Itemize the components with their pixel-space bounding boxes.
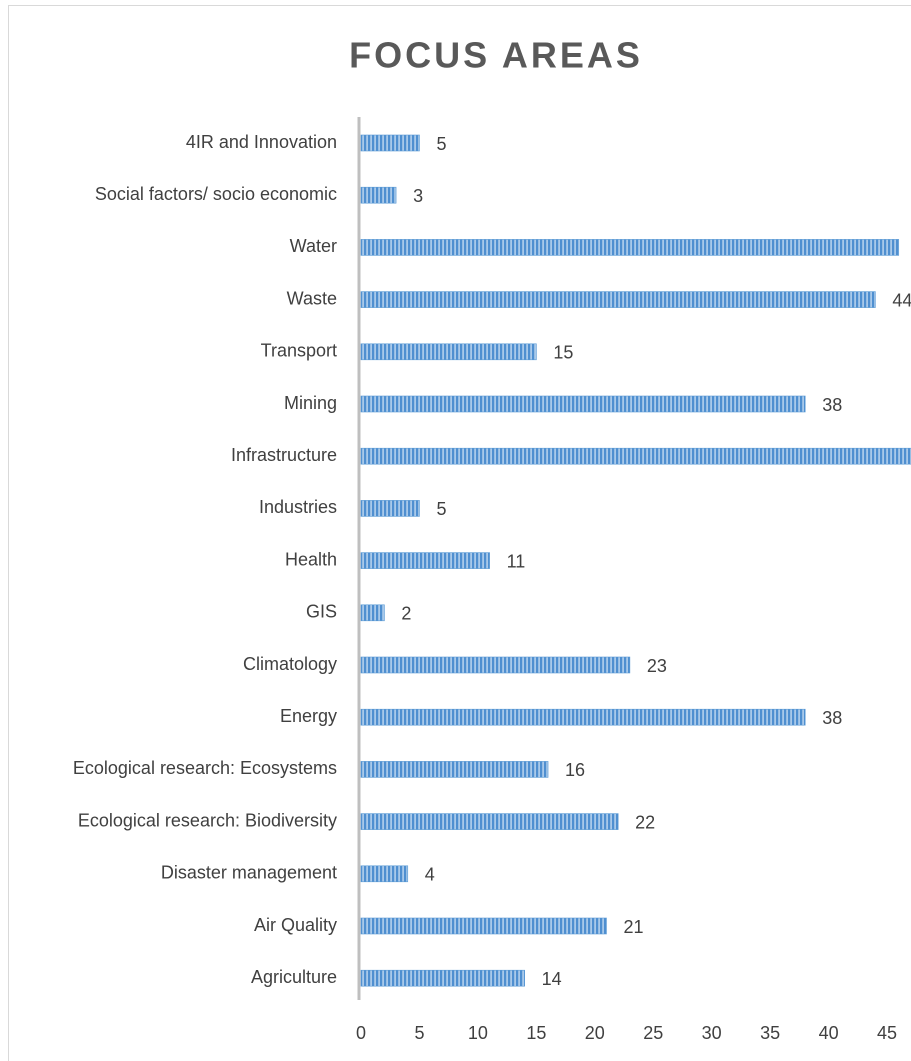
y-tick-label: Agriculture [251,967,337,987]
bar [360,761,549,778]
x-tick-label: 40 [819,1023,839,1043]
data-label: 16 [565,760,585,780]
data-label: 23 [647,656,667,676]
data-label: 22 [635,812,655,832]
y-tick-label: Disaster management [161,863,337,883]
x-tick-label: 0 [356,1023,366,1043]
bar [360,186,397,204]
data-label: 14 [542,969,562,989]
bar [360,395,806,413]
data-label: 21 [623,917,643,937]
y-tick-label: Ecological research: Biodiversity [78,810,337,830]
data-label: 4 [425,865,435,885]
chart-title: FOCUS AREAS [349,35,643,76]
x-tick-label: 30 [702,1023,722,1043]
y-tick-label: Mining [284,393,337,413]
bar [360,447,911,465]
y-tick-label: GIS [306,602,337,622]
y-tick-label: Ecological research: Ecosystems [73,758,337,778]
data-label: 38 [822,708,842,728]
bar [360,656,631,674]
x-tick-label: 10 [468,1023,488,1043]
bar [360,343,537,361]
data-label: 38 [822,395,842,415]
data-label: 2 [401,604,411,624]
bar [360,865,409,883]
bar [360,969,525,987]
data-label: 5 [436,134,446,154]
x-tick-label: 20 [585,1023,605,1043]
bar [360,708,806,726]
bar [360,604,385,622]
x-tick-label: 5 [414,1023,424,1043]
chart-border [8,5,911,1061]
data-label: 11 [507,551,526,571]
y-tick-label: Air Quality [254,915,337,935]
y-tick-label: Industries [259,497,337,517]
x-tick-label: 45 [877,1023,897,1043]
y-tick-label: Energy [280,706,337,726]
bar [360,291,876,308]
x-tick-label: 35 [760,1023,780,1043]
y-tick-label: Water [290,236,337,256]
y-tick-label: Infrastructure [231,445,337,465]
x-tick-label: 25 [643,1023,663,1043]
bar [360,917,607,935]
data-label: 15 [553,343,573,363]
y-tick-label: Transport [261,341,337,361]
bar [360,500,420,517]
bar [360,134,420,152]
bar [360,239,900,256]
data-label: 3 [413,186,423,206]
y-tick-label: Waste [287,288,337,308]
x-tick-label: 15 [526,1023,546,1043]
bar [360,552,490,569]
y-tick-label: Health [285,549,337,569]
bar [360,813,619,830]
data-label: 44 [892,290,911,310]
y-tick-label: 4IR and Innovation [186,132,337,152]
y-tick-label: Climatology [243,654,337,674]
y-tick-label: Social factors/ socio economic [95,184,337,204]
data-label: 5 [436,499,446,519]
